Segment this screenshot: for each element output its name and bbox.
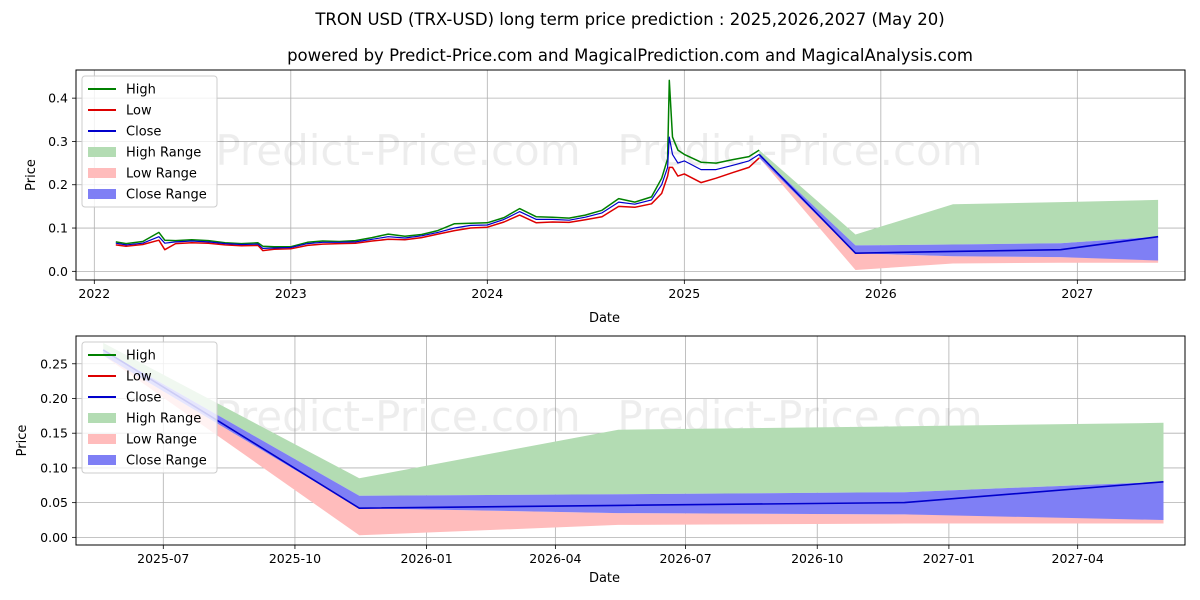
legend-label: Low — [126, 104, 152, 119]
x-tick-label: 2026-07 — [659, 551, 711, 566]
x-axis-label: Date — [589, 311, 620, 326]
legend-label: Close Range — [126, 454, 207, 469]
series-group — [102, 342, 1164, 536]
x-tick-label: 2027 — [1061, 286, 1093, 301]
legend-label: High — [126, 83, 156, 98]
watermark-group: Predict-Price.com Predict-Price.com Predic… — [215, 126, 982, 325]
close-series-line — [115, 136, 760, 249]
legend-label: Close — [126, 391, 161, 406]
y-tick-label: 0.4 — [48, 91, 68, 106]
low-series-line — [115, 157, 760, 252]
y-tick-label: 0.10 — [40, 460, 68, 475]
legend-swatch-patch — [88, 413, 116, 423]
legend-swatch-patch — [88, 455, 116, 465]
x-tick-label: 2026-10 — [791, 551, 843, 566]
legend-item: Close Range — [88, 188, 207, 203]
x-tick-label: 2025-07 — [137, 551, 189, 566]
legend-swatch-patch — [88, 168, 116, 178]
x-tick-label: 2026 — [865, 286, 897, 301]
chart-subtitle: powered by Predict-Price.com and Magical… — [287, 46, 973, 65]
x-tick-label: 2024 — [471, 286, 503, 301]
watermark-text: Predict-Price.com — [215, 126, 580, 175]
legend-item: Low Range — [88, 167, 197, 182]
plot-panel-bottom: Predict-Price.com Predict-Price.com Predic… — [15, 335, 1186, 591]
x-tick-label: 2026-04 — [529, 551, 581, 566]
legend-label: High Range — [126, 146, 201, 161]
legend-item: Close — [88, 391, 161, 406]
x-axis-label: Date — [589, 571, 620, 586]
watermark-text: Predict-Price.com — [215, 392, 580, 441]
watermark-text: Predict-Price.com — [215, 276, 580, 325]
high-series-line — [115, 79, 760, 248]
high-range-band — [103, 342, 1164, 496]
legend-item: Close Range — [88, 454, 207, 469]
legend-item: High Range — [88, 146, 201, 161]
legend-item: High — [88, 349, 156, 364]
x-tick-label: 2026-01 — [400, 551, 452, 566]
legend-item: High — [88, 83, 156, 98]
legend-item: Close — [88, 125, 161, 140]
legend-item: High Range — [88, 412, 201, 427]
legend-label: Close — [126, 125, 161, 140]
close-forecast-line — [758, 153, 1159, 254]
plot-frame — [75, 69, 1186, 281]
y-tick-label: 0.00 — [40, 530, 68, 545]
y-axis-label: Price — [24, 159, 39, 191]
legend-label: Low Range — [126, 433, 197, 448]
y-tick-label: 0.3 — [48, 134, 68, 149]
y-tick-label: 0.2 — [48, 177, 68, 192]
legend-swatch-patch — [88, 189, 116, 199]
plot-panel-top: Predict-Price.com Predict-Price.com Predic… — [24, 69, 1186, 326]
legend-swatch-patch — [88, 147, 116, 157]
x-tick-label: 2025 — [668, 286, 700, 301]
close-forecast-line — [102, 349, 1164, 510]
plot-frame — [75, 335, 1186, 546]
watermark-text: Predict-Price.com — [617, 276, 982, 325]
y-tick-label: 0.20 — [40, 391, 68, 406]
chart-title: TRON USD (TRX-USD) long term price predi… — [315, 10, 945, 29]
x-tick-label: 2027-04 — [1052, 551, 1104, 566]
y-tick-label: 0.15 — [40, 426, 68, 441]
close-range-band — [103, 349, 1164, 520]
legend-label: Low — [126, 370, 152, 385]
high-range-band — [759, 150, 1159, 246]
legend-item: Low — [88, 370, 152, 385]
legend: High Low Close High Range Low Range Close Ran… — [81, 341, 218, 474]
y-axis-label: Price — [15, 425, 30, 457]
legend-item: Low — [88, 104, 152, 119]
legend-label: Close Range — [126, 188, 207, 203]
legend: High Low Close High Range Low Range Close Ran… — [81, 75, 218, 208]
series-group — [115, 79, 1159, 270]
legend-label: High Range — [126, 412, 201, 427]
watermark-text: Predict-Price.com — [617, 542, 982, 591]
y-tick-label: 0.0 — [48, 264, 68, 279]
y-tick-label: 0.1 — [48, 221, 68, 236]
legend-label: High — [126, 349, 156, 364]
legend-item: Low Range — [88, 433, 197, 448]
x-tick-label: 2027-01 — [923, 551, 975, 566]
close-range-band — [759, 154, 1159, 261]
legend-label: Low Range — [126, 167, 197, 182]
y-tick-label: 0.25 — [40, 356, 68, 371]
watermark-text: Predict-Price.com — [215, 542, 580, 591]
x-tick-label: 2023 — [275, 286, 307, 301]
x-tick-label: 2022 — [78, 286, 110, 301]
x-tick-label: 2025-10 — [269, 551, 321, 566]
y-tick-label: 0.05 — [40, 495, 68, 510]
legend-swatch-patch — [88, 434, 116, 444]
